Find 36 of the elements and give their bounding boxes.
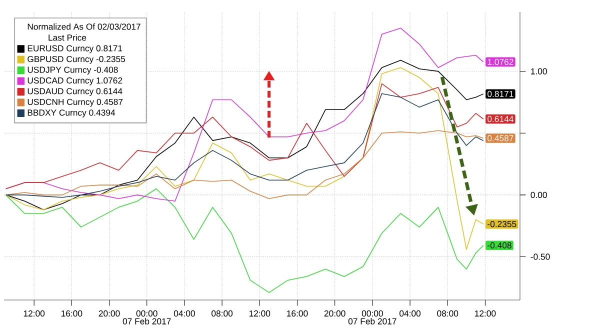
legend-label: USDCNH Curncy 0.4587 — [28, 98, 123, 107]
data-label: 0.4587 — [488, 135, 514, 142]
x-tick-label: 00:00 — [136, 310, 158, 317]
annotation: Last Price — [48, 34, 86, 41]
data-label: 1.0762 — [488, 58, 514, 65]
y-tick-label: -0.50 — [530, 254, 550, 260]
x-tick-label: 08:00 — [437, 310, 458, 317]
x-tick-label: 08:00 — [212, 310, 233, 317]
x-tick-label: 12:00 — [475, 310, 496, 317]
data-label: -0.2355 — [488, 220, 516, 228]
legend-label: GBPUSD Curncy -0.2355 — [28, 56, 126, 64]
text: 07 Feb 2017 — [348, 318, 396, 324]
data-label: -0.408 — [488, 242, 512, 248]
legend-label: EURUSD Curncy 0.8171 — [28, 45, 122, 54]
legend-label: USDJPY Curncy -0.408 — [28, 66, 118, 75]
legend-label: BBDXY Curncy 0.4394 — [28, 110, 116, 118]
data-label: 0.8171 — [488, 90, 514, 98]
legend-label: USDAUD Curncy 0.6144 — [28, 88, 122, 96]
x-tick-label: 20:00 — [98, 310, 120, 317]
x-tick-label: 12:00 — [24, 310, 45, 317]
x-tick-label: 20:00 — [324, 310, 346, 317]
y-tick-label: 0.00 — [530, 192, 547, 198]
x-tick-label: 04:00 — [400, 310, 421, 317]
legend-label: USDCAD Curncy 1.0762 — [28, 77, 122, 86]
x-tick-label: 04:00 — [174, 310, 195, 317]
y-tick-label: 1.00 — [531, 68, 547, 74]
x-tick-label: 16:00 — [287, 310, 308, 317]
line-series — [5, 130, 484, 200]
x-tick-label: 00:00 — [362, 310, 383, 317]
line-series — [5, 188, 484, 293]
text: 07 Feb 2017 — [122, 318, 171, 324]
data-label: 0.6144 — [488, 116, 514, 122]
legend-title: Normalized As Of 02/03/2017 — [28, 23, 140, 30]
x-tick-label: 16:00 — [62, 310, 82, 317]
line-series — [5, 67, 484, 250]
x-tick-label: 12:00 — [249, 310, 270, 317]
